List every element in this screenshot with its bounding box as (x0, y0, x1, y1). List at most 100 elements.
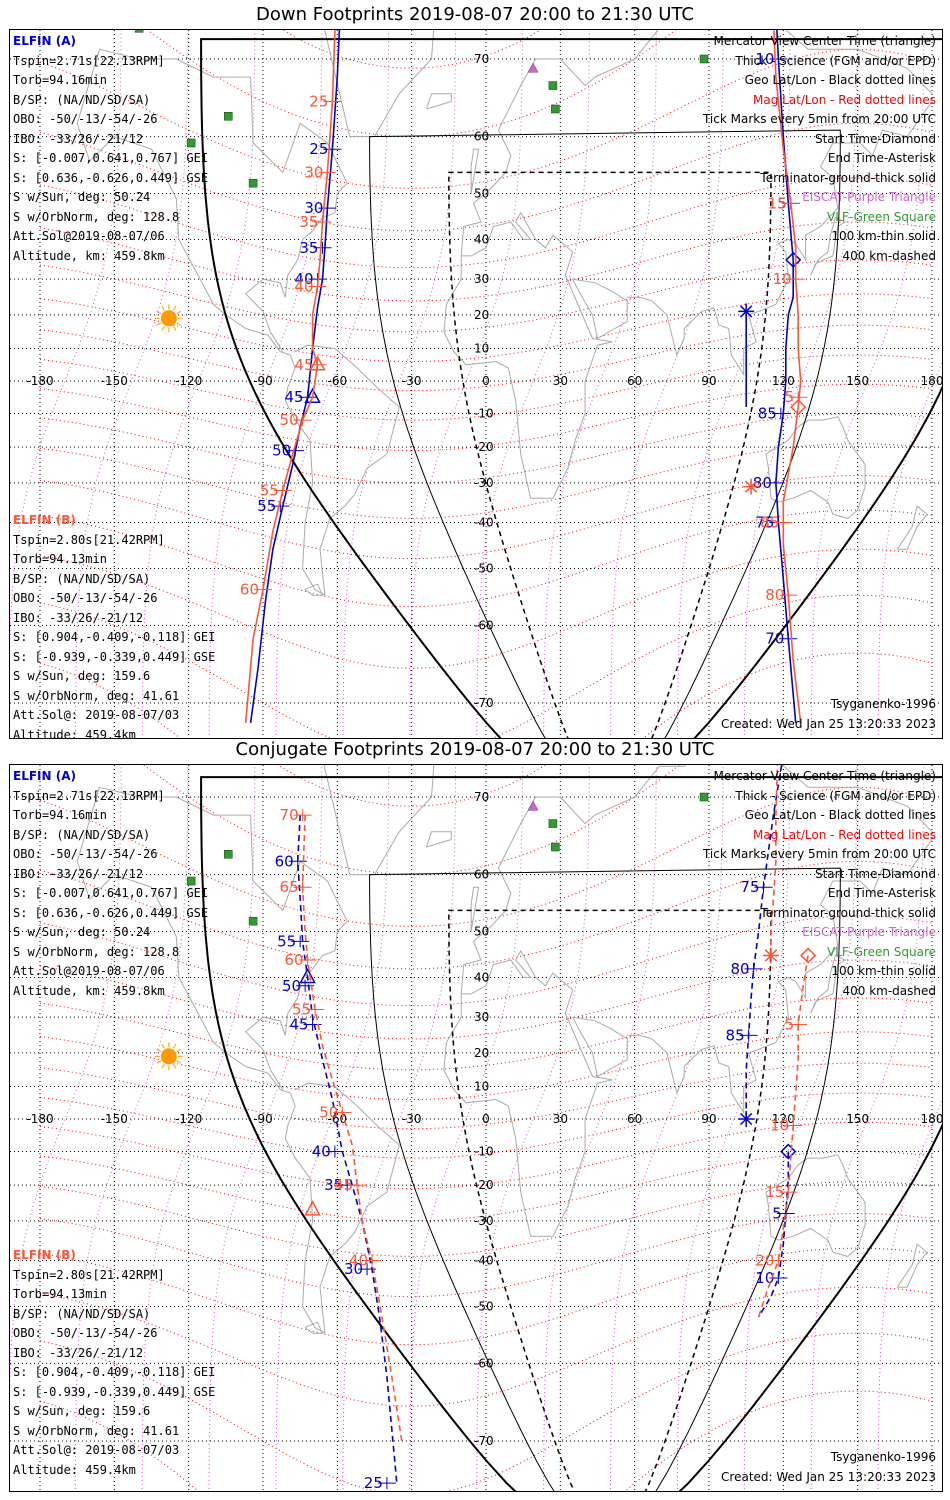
tick-label: 70 (765, 630, 784, 648)
info-line: Torb=94.13min (13, 1287, 107, 1301)
mag-lon-line (208, 30, 323, 738)
legend-entry: Thick - Science (FGM and/or EPD) (735, 53, 936, 68)
info-line: S w/Sun, deg: 159.6 (13, 669, 151, 683)
coastline (470, 148, 480, 194)
lat-tick-label: -40 (474, 1254, 494, 1268)
end-asterisk (739, 1112, 753, 1126)
start-diamond (780, 1143, 797, 1160)
coastline (470, 886, 480, 932)
created-label: Created: Wed Jan 25 13:20:33 2023 (721, 717, 936, 731)
tick-label: 5 (785, 1015, 795, 1033)
lat-tick-label: 40 (474, 970, 489, 984)
model-label: Tsyganenko-1996 (830, 697, 936, 711)
info-line: Torb=94.13min (13, 552, 107, 566)
mag-lon-line (409, 765, 523, 1491)
sun-ray (161, 1043, 165, 1049)
coastline (324, 30, 435, 138)
vlf-marker (248, 916, 258, 926)
sun-icon (154, 304, 183, 333)
mag-lon-line (342, 30, 457, 738)
satellite-name: ELFIN (B) (13, 1248, 76, 1262)
info-line: Att.Sol@: 2019-08-07/03 (13, 708, 180, 722)
info-line: Altitude, km: 459.8km (13, 248, 165, 263)
down-footprints-panel: -180 -150 -120 -90 -60 -30 0 30 60 90 120 150 180 70 6… (9, 29, 943, 742)
tick-label: 40 (349, 1252, 368, 1270)
start-diamond (790, 398, 807, 416)
vlf-marker (248, 178, 258, 188)
legend-entry: 100 km-thin solid (831, 964, 936, 978)
center-triangle (304, 387, 321, 403)
terminator-400km (448, 171, 772, 738)
center-triangle (299, 967, 316, 984)
lon-tick-label: -30 (402, 1112, 422, 1126)
legend-entry: Terminator-ground-thick solid (760, 170, 936, 185)
info-line: S w/OrbNorm, deg: 128.8 (13, 209, 180, 224)
terminator-100km (369, 867, 841, 1491)
legend-entry: 400 km-dashed (842, 248, 936, 263)
lat-tick-label: 10 (474, 1079, 489, 1093)
tick-label: 35 (299, 239, 318, 257)
eiscat-marker (527, 62, 539, 73)
mag-lon-line (275, 30, 390, 738)
sun-ray (172, 325, 177, 331)
lat-tick-label: 10 (474, 341, 489, 355)
sun-ray (176, 310, 182, 315)
vlf-marker (551, 842, 560, 852)
lon-tick-label: 90 (701, 374, 716, 388)
lat-tick-label: 50 (474, 186, 489, 200)
tick-label: 60 (240, 581, 259, 599)
info-line: Torb=94.16min (13, 73, 107, 87)
mag-lat-line (39, 786, 933, 927)
info-line: Tspin=2.80s[21.42RPM] (13, 532, 165, 547)
lat-tick-label: 70 (474, 52, 489, 66)
mag-lon-line (409, 30, 523, 738)
lat-tick-label: 20 (474, 308, 489, 322)
mag-lon-line (877, 360, 942, 738)
mag-lat-line (39, 997, 933, 1071)
mag-lat-line (39, 548, 933, 669)
mag-lon-line (10, 30, 122, 656)
lon-tick-label: -150 (101, 374, 128, 388)
legend-entry: Geo Lat/Lon - Black dotted lines (744, 808, 936, 822)
sun-icon (154, 1042, 183, 1071)
tick-label: 50 (272, 442, 291, 460)
tick-label: 45 (294, 356, 313, 374)
lat-tick-label: 40 (474, 232, 489, 246)
elfin-b-info: ELFIN (B) Tspin=2.80s[21.42RPM] Torb=94.13… (13, 511, 215, 745)
tick-label: 10 (755, 50, 774, 68)
info-line: S w/OrbNorm, deg: 41.61 (13, 1423, 180, 1438)
tick-label: 10 (770, 1116, 789, 1134)
tick-label: 45 (285, 388, 304, 406)
axis-labels: -180 -150 -120 -90 -60 -30 0 30 60 90 120 150 180 70 6… (26, 790, 942, 1448)
mag-lon-line (676, 765, 791, 1491)
center-triangle (304, 1200, 321, 1216)
lat-tick-label: 30 (474, 1010, 489, 1024)
vlf-marker (186, 876, 196, 886)
created-label: Created: Wed Jan 25 13:20:33 2023 (721, 1470, 936, 1484)
mag-lon-line (275, 765, 390, 1491)
end-asterisk (739, 305, 753, 318)
tick-label: 45 (334, 1176, 353, 1194)
coastline (896, 505, 928, 550)
start-diamond (785, 251, 802, 268)
legend-entry: Mercator View Center Time (triangle) (713, 34, 936, 48)
lat-tick-label: -70 (474, 1434, 494, 1448)
lat-tick-label: -50 (474, 562, 494, 576)
info-line: Altitude: 459.4km (13, 1462, 136, 1477)
tick-label: 70 (280, 806, 299, 824)
mag-lat-line (39, 1332, 933, 1491)
tick-label: 30 (304, 163, 323, 181)
tick-label: 60 (275, 852, 294, 870)
tick-label: 35 (324, 1176, 343, 1194)
panel-title-conjugate: Conjugate Footprints 2019-08-07 20:00 to… (235, 739, 715, 760)
lat-tick-label: -30 (474, 1214, 494, 1228)
coastline (76, 48, 348, 352)
geo-grid (10, 765, 942, 1491)
lon-tick-label: 30 (553, 374, 568, 388)
mag-lon-line (743, 30, 858, 738)
terminators (200, 776, 942, 1491)
legend-entry: Thick - Science (FGM and/or EPD) (735, 788, 936, 803)
info-line: S: [0.636,-0.626,0.449] GSE (13, 905, 209, 920)
lon-tick-label: -60 (328, 374, 348, 388)
